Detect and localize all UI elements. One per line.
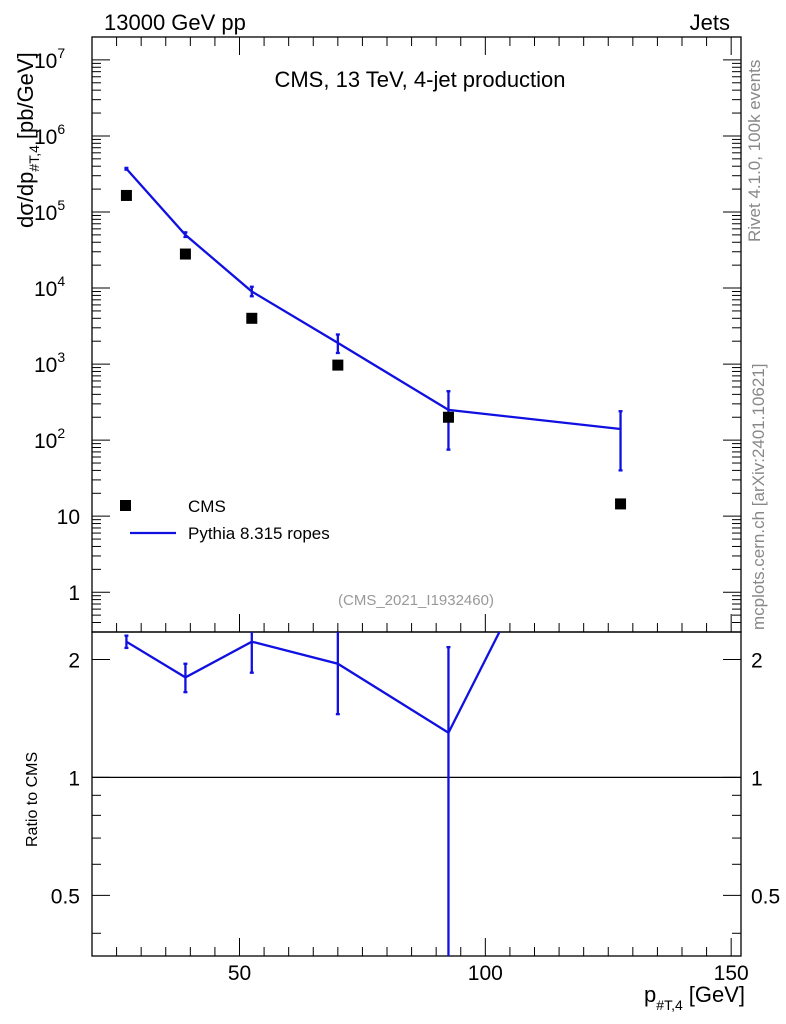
ratio-y-tick-label-right: 2 bbox=[751, 649, 763, 672]
mcplots-label: mcplots.cern.ch [arXiv:2401.10621] bbox=[749, 364, 768, 630]
ratio-y-tick-label-right: 1 bbox=[751, 767, 763, 790]
legend-marker-cms bbox=[120, 500, 131, 511]
main-y-tick-label: 10 bbox=[57, 506, 80, 529]
cms-data-point bbox=[332, 359, 344, 371]
x-tick-label: 150 bbox=[714, 962, 749, 985]
x-tick-label: 50 bbox=[228, 962, 251, 985]
main-y-tick-label: 106 bbox=[34, 121, 65, 149]
cms-data-point bbox=[120, 189, 132, 201]
header-left: 13000 GeV pp bbox=[104, 10, 246, 35]
ratio-y-tick-label-right: 0.5 bbox=[751, 885, 780, 908]
chart-title: CMS, 13 TeV, 4-jet production bbox=[274, 67, 565, 92]
main-y-tick-label: 1 bbox=[68, 582, 80, 605]
main-axis-ticks: 1 10 102 103 104 105 106 107 bbox=[34, 36, 741, 633]
legend-label-pythia: Pythia 8.315 ropes bbox=[188, 524, 330, 543]
main-y-tick-label: 102 bbox=[34, 425, 65, 453]
legend-label-cms: CMS bbox=[188, 497, 226, 516]
x-tick-label: 100 bbox=[468, 962, 503, 985]
main-y-axis-label: dσ/dp#T,4[pb/GeV] bbox=[13, 52, 42, 228]
cms-data-point bbox=[615, 498, 627, 510]
ratio-y-axis-label: Ratio to CMS bbox=[24, 752, 41, 847]
main-series bbox=[120, 166, 627, 510]
x-axis-label: p#T,4 [GeV] bbox=[644, 982, 745, 1013]
header-right: Jets bbox=[690, 10, 730, 35]
ratio-frame bbox=[91, 631, 742, 957]
rivet-label: Rivet 4.1.0, 100k events bbox=[745, 60, 764, 242]
main-y-tick-label: 103 bbox=[34, 349, 65, 377]
ratio-series bbox=[124, 632, 501, 956]
cms-data-point bbox=[442, 411, 454, 423]
analysis-tag: (CMS_2021_I1932460) bbox=[338, 592, 494, 609]
main-y-tick-label: 107 bbox=[34, 45, 65, 73]
main-y-tick-label: 105 bbox=[34, 197, 65, 225]
cms-data-point bbox=[246, 312, 258, 324]
mc-line bbox=[125, 168, 621, 431]
ratio-line bbox=[125, 632, 501, 735]
ratio-y-tick-label: 0.5 bbox=[51, 885, 80, 908]
ratio-y-tick-label: 2 bbox=[68, 649, 80, 672]
ratio-y-tick-label: 1 bbox=[68, 767, 80, 790]
ratio-axis-ticks: 0.5 0.5 1 1 2 2 50 100 150 bbox=[51, 649, 780, 985]
cms-data-point bbox=[179, 248, 191, 260]
main-y-tick-label: 104 bbox=[34, 273, 65, 301]
